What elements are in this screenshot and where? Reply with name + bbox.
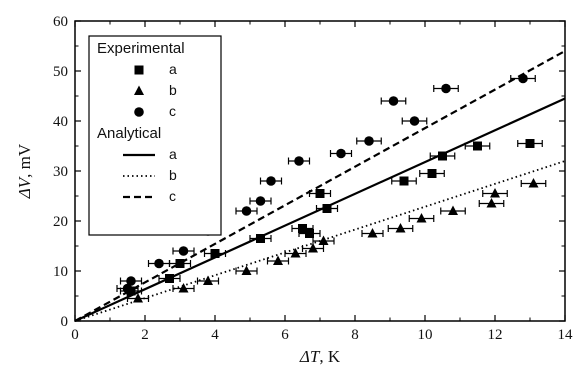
point-experimental-b <box>273 255 283 265</box>
legend-entry-label: a <box>169 146 177 162</box>
y-tick-label: 40 <box>53 114 68 130</box>
point-experimental-a <box>473 141 482 151</box>
y-tick-label: 0 <box>61 314 69 330</box>
point-experimental-b <box>318 235 329 245</box>
x-tick-label: 6 <box>281 327 289 343</box>
point-experimental-c <box>255 196 266 206</box>
point-experimental-b <box>367 228 378 238</box>
point-experimental-a <box>525 139 535 148</box>
point-experimental-c <box>126 276 136 286</box>
point-experimental-b <box>486 198 497 208</box>
point-experimental-a <box>305 229 314 238</box>
line-analytical-a <box>74 97 566 323</box>
point-experimental-a <box>165 274 174 283</box>
x-tick-label: 8 <box>351 327 359 343</box>
point-experimental-c <box>388 96 399 106</box>
point-experimental-b <box>416 213 427 223</box>
x-axis-label: ΔT, K <box>299 347 341 366</box>
legend-entry-label: c <box>169 103 176 119</box>
legend-symbol-experimental-b <box>134 85 144 95</box>
x-tick-label: 12 <box>488 327 503 343</box>
point-experimental-a <box>175 259 185 268</box>
x-axis-symbol: ΔT <box>299 347 321 366</box>
legend-group-title: Experimental <box>97 40 185 57</box>
data-markers <box>122 73 539 303</box>
point-experimental-b <box>290 248 301 258</box>
point-experimental-c <box>266 176 276 186</box>
point-experimental-a <box>427 169 437 178</box>
point-experimental-b <box>528 178 539 188</box>
point-experimental-a <box>210 249 220 258</box>
point-experimental-b <box>241 265 252 275</box>
point-experimental-a <box>315 189 325 198</box>
legend-box <box>88 35 222 236</box>
y-tick-label: 50 <box>53 64 68 80</box>
point-experimental-c <box>364 136 374 146</box>
y-tick-label: 60 <box>53 14 68 30</box>
point-experimental-b <box>178 283 189 293</box>
point-experimental-c <box>154 258 164 269</box>
point-experimental-a <box>298 224 307 233</box>
x-tick-label: 4 <box>211 327 219 343</box>
point-experimental-a <box>256 234 265 243</box>
x-tick-label: 2 <box>141 327 149 343</box>
legend-entry-label: b <box>169 167 177 183</box>
point-experimental-c <box>294 156 304 166</box>
point-experimental-a <box>322 204 332 213</box>
point-experimental-b <box>490 188 500 198</box>
x-axis-unit: , K <box>319 347 341 366</box>
x-axis: 0 2 4 6 8 10 12 14 <box>71 21 573 343</box>
y-tick-label: 30 <box>53 164 68 180</box>
x-tick-label: 0 <box>71 327 79 343</box>
line-analytical-c <box>74 50 566 322</box>
point-experimental-a <box>438 151 447 161</box>
point-experimental-c <box>409 116 420 126</box>
y-axis-symbol: ΔV <box>15 175 34 199</box>
y-axis: 0 10 20 30 40 50 60 <box>53 14 565 330</box>
legend-symbol-experimental-c <box>134 107 144 117</box>
point-experimental-c <box>178 246 189 256</box>
x-tick-label: 14 <box>558 327 573 343</box>
point-experimental-b <box>203 275 213 285</box>
point-experimental-a <box>399 176 409 186</box>
y-axis-unit: , mV <box>15 143 34 178</box>
point-experimental-c <box>122 283 133 294</box>
point-experimental-b <box>395 223 406 233</box>
y-axis-label: ΔV, mV <box>15 143 34 199</box>
y-tick-label: 20 <box>53 214 68 230</box>
legend-entry-label: a <box>169 61 177 77</box>
legend-group-title: Analytical <box>97 125 161 142</box>
point-experimental-c <box>441 83 451 94</box>
point-experimental-c <box>518 73 528 84</box>
legend-symbol-experimental-a <box>134 65 144 75</box>
point-experimental-c <box>336 148 346 159</box>
point-experimental-c <box>241 206 252 216</box>
legend-entry-label: c <box>169 188 176 204</box>
x-tick-label: 10 <box>418 327 433 343</box>
point-experimental-b <box>448 205 458 215</box>
point-experimental-b <box>308 243 318 253</box>
legend-entry-label: b <box>169 82 177 98</box>
y-tick-label: 10 <box>53 264 68 280</box>
point-experimental-b <box>133 293 143 303</box>
